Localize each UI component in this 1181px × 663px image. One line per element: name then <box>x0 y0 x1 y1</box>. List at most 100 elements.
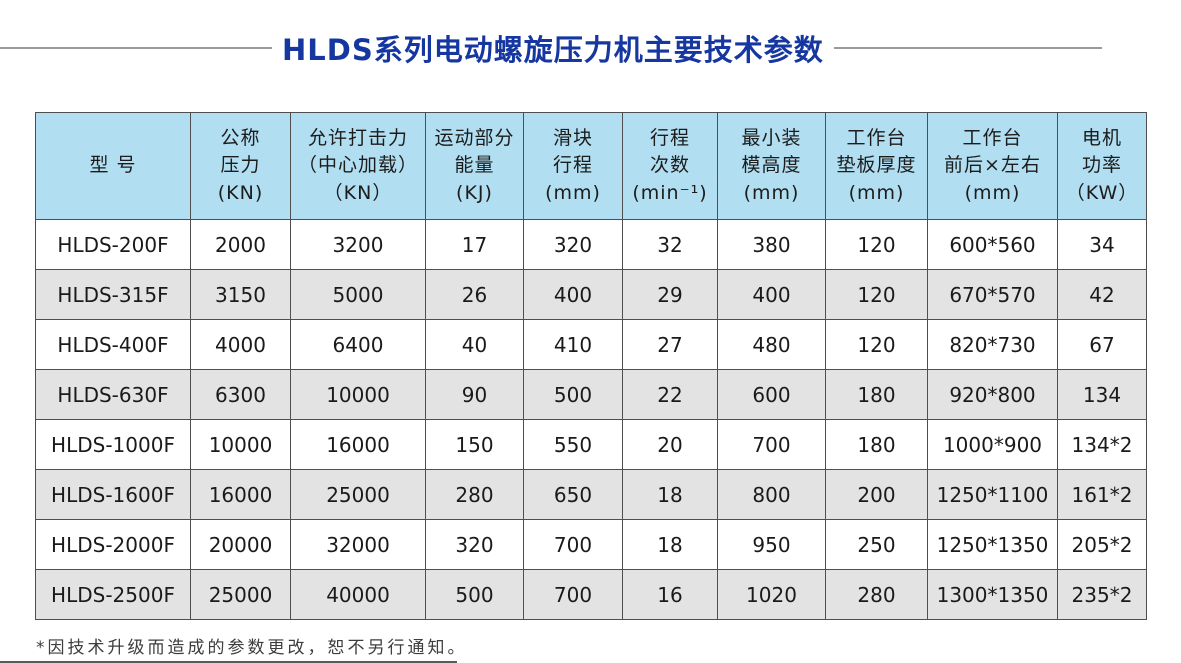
value-cell: 320 <box>425 519 524 570</box>
table-row: HLDS-1000F 10000 16000 150 550 20 700 180 1000*9… <box>35 419 1147 470</box>
value-cell: 180 <box>825 369 928 420</box>
title-section: HLDS系列电动螺旋压力机主要技术参数 <box>0 26 1181 70</box>
bottom-edge-line <box>0 661 457 663</box>
value-cell: 10000 <box>190 419 291 470</box>
value-cell: 500 <box>523 369 623 420</box>
value-cell: 22 <box>622 369 718 420</box>
table-row: HLDS-1600F 16000 25000 280 650 18 800 200 1250*1… <box>35 469 1147 520</box>
value-cell: 480 <box>717 319 826 370</box>
value-cell: 380 <box>717 219 826 270</box>
model-cell: HLDS-200F <box>35 219 191 270</box>
col-header-moving-energy: 运动部分 能量 (KJ) <box>425 112 524 220</box>
value-cell: 16 <box>622 569 718 620</box>
model-cell: HLDS-1600F <box>35 469 191 520</box>
value-cell: 1020 <box>717 569 826 620</box>
value-cell: 235*2 <box>1057 569 1147 620</box>
model-cell: HLDS-400F <box>35 319 191 370</box>
table-row: HLDS-630F 6300 10000 90 500 22 600 180 920*800 13… <box>35 369 1147 420</box>
value-cell: 34 <box>1057 219 1147 270</box>
value-cell: 950 <box>717 519 826 570</box>
value-cell: 20000 <box>190 519 291 570</box>
col-header-stroke-frequency: 行程 次数 (min⁻¹) <box>622 112 718 220</box>
value-cell: 6300 <box>190 369 291 420</box>
table-row: HLDS-200F 2000 3200 17 320 32 380 120 600*560 34 <box>35 219 1147 270</box>
value-cell: 5000 <box>290 269 426 320</box>
value-cell: 410 <box>523 319 623 370</box>
value-cell: 25000 <box>290 469 426 520</box>
value-cell: 280 <box>425 469 524 520</box>
value-cell: 920*800 <box>927 369 1058 420</box>
value-cell: 4000 <box>190 319 291 370</box>
value-cell: 500 <box>425 569 524 620</box>
value-cell: 1250*1350 <box>927 519 1058 570</box>
value-cell: 120 <box>825 219 928 270</box>
value-cell: 3200 <box>290 219 426 270</box>
value-cell: 150 <box>425 419 524 470</box>
value-cell: 200 <box>825 469 928 520</box>
value-cell: 320 <box>523 219 623 270</box>
value-cell: 27 <box>622 319 718 370</box>
value-cell: 1250*1100 <box>927 469 1058 520</box>
value-cell: 161*2 <box>1057 469 1147 520</box>
value-cell: 400 <box>717 269 826 320</box>
value-cell: 10000 <box>290 369 426 420</box>
table-row: HLDS-400F 4000 6400 40 410 27 480 120 820*730 67 <box>35 319 1147 370</box>
value-cell: 700 <box>523 519 623 570</box>
value-cell: 134*2 <box>1057 419 1147 470</box>
value-cell: 32 <box>622 219 718 270</box>
model-cell: HLDS-630F <box>35 369 191 420</box>
model-cell: HLDS-315F <box>35 269 191 320</box>
model-cell: HLDS-2500F <box>35 569 191 620</box>
col-header-striking-force: 允许打击力 （中心加载） （KN） <box>290 112 426 220</box>
value-cell: 400 <box>523 269 623 320</box>
value-cell: 180 <box>825 419 928 470</box>
footnote: *因技术升级而造成的参数更改，恕不另行通知。 <box>36 638 468 658</box>
value-cell: 29 <box>622 269 718 320</box>
value-cell: 18 <box>622 519 718 570</box>
col-header-motor-power: 电机 功率 （KW） <box>1057 112 1147 220</box>
value-cell: 40 <box>425 319 524 370</box>
value-cell: 42 <box>1057 269 1147 320</box>
value-cell: 650 <box>523 469 623 520</box>
value-cell: 40000 <box>290 569 426 620</box>
col-header-slider-stroke: 滑块 行程 (mm) <box>523 112 623 220</box>
header-row: 型 号 公称 压力 (KN) 允许打击力 （中心加载） （KN） 运动部分 能量… <box>35 112 1147 220</box>
value-cell: 67 <box>1057 319 1147 370</box>
value-cell: 120 <box>825 319 928 370</box>
table-body: HLDS-200F 2000 3200 17 320 32 380 120 600*560 34 H… <box>35 219 1147 620</box>
model-cell: HLDS-1000F <box>35 419 191 470</box>
value-cell: 280 <box>825 569 928 620</box>
table-row: HLDS-2000F 20000 32000 320 700 18 950 250 1250*1… <box>35 519 1147 570</box>
value-cell: 90 <box>425 369 524 420</box>
spec-table: 型 号 公称 压力 (KN) 允许打击力 （中心加载） （KN） 运动部分 能量… <box>35 112 1147 620</box>
value-cell: 205*2 <box>1057 519 1147 570</box>
value-cell: 3150 <box>190 269 291 320</box>
model-cell: HLDS-2000F <box>35 519 191 570</box>
value-cell: 1000*900 <box>927 419 1058 470</box>
value-cell: 16000 <box>190 469 291 520</box>
value-cell: 670*570 <box>927 269 1058 320</box>
value-cell: 600*560 <box>927 219 1058 270</box>
value-cell: 600 <box>717 369 826 420</box>
value-cell: 700 <box>717 419 826 470</box>
value-cell: 820*730 <box>927 319 1058 370</box>
value-cell: 250 <box>825 519 928 570</box>
value-cell: 18 <box>622 469 718 520</box>
title-right-divider <box>833 47 1102 49</box>
page-title: HLDS系列电动螺旋压力机主要技术参数 <box>282 33 824 67</box>
col-header-bolster-thickness: 工作台 垫板厚度 (mm) <box>825 112 928 220</box>
value-cell: 700 <box>523 569 623 620</box>
value-cell: 2000 <box>190 219 291 270</box>
value-cell: 800 <box>717 469 826 520</box>
table-row: HLDS-2500F 25000 40000 500 700 16 1020 280 1300*… <box>35 569 1147 620</box>
value-cell: 134 <box>1057 369 1147 420</box>
value-cell: 20 <box>622 419 718 470</box>
col-header-nominal-pressure: 公称 压力 (KN) <box>190 112 291 220</box>
value-cell: 16000 <box>290 419 426 470</box>
value-cell: 26 <box>425 269 524 320</box>
value-cell: 550 <box>523 419 623 470</box>
value-cell: 25000 <box>190 569 291 620</box>
col-header-table-size: 工作台 前后×左右 (mm) <box>927 112 1058 220</box>
value-cell: 1300*1350 <box>927 569 1058 620</box>
